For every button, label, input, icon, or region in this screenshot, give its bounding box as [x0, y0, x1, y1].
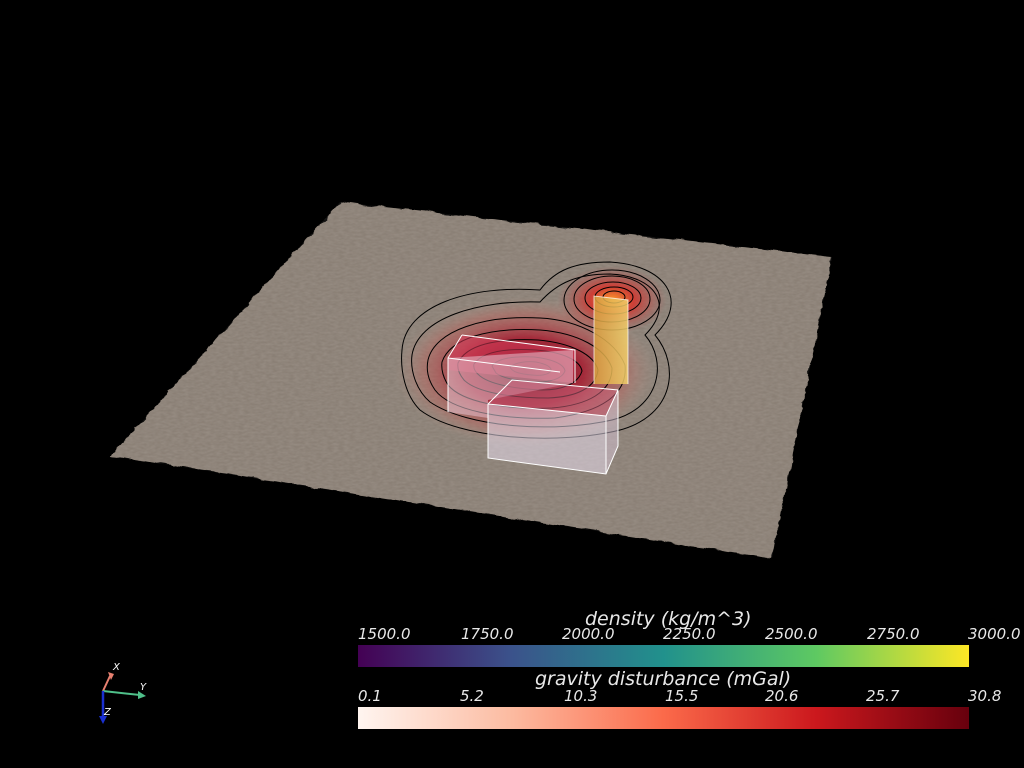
gravity-tick: 15.5	[665, 687, 699, 705]
x-axis-label: X	[112, 662, 121, 673]
gravity-colorbar-title: gravity disturbance (mGal)	[535, 668, 792, 690]
gravity-tick: 30.8	[968, 687, 1002, 705]
density-tick: 1500.0	[358, 625, 411, 643]
orientation-axes: X Y Z	[99, 662, 147, 724]
density-tick: 3000.0	[968, 625, 1021, 643]
prism-front	[487, 379, 619, 475]
gravity-tick: 20.6	[765, 687, 799, 705]
density-colorbar-title: density (kg/m^3)	[585, 608, 752, 630]
density-tick: 1750.0	[461, 625, 514, 643]
gravity-tick: 0.1	[358, 687, 382, 705]
z-axis-label: Z	[103, 707, 112, 718]
density-colorbar	[358, 645, 969, 667]
gravity-tick: 10.3	[564, 687, 598, 705]
y-axis-label: Y	[140, 682, 147, 693]
gravity-tick: 25.7	[866, 687, 900, 705]
density-tick: 2750.0	[867, 625, 920, 643]
gravity-tick: 5.2	[460, 687, 484, 705]
density-tick: 2000.0	[562, 625, 615, 643]
prism-pillar	[593, 295, 629, 384]
density-tick: 2500.0	[765, 625, 818, 643]
density-tick: 2250.0	[663, 625, 716, 643]
gravity-colorbar	[358, 707, 969, 729]
